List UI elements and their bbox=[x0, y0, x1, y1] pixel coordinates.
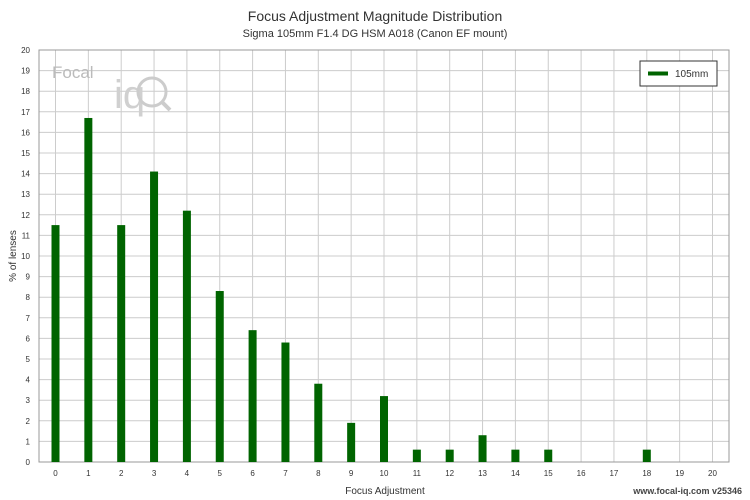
x-tick-label: 20 bbox=[708, 469, 717, 478]
x-tick-label: 2 bbox=[119, 469, 124, 478]
y-tick-label: 7 bbox=[26, 314, 31, 323]
y-tick-label: 11 bbox=[22, 231, 31, 240]
x-tick-label: 6 bbox=[250, 469, 255, 478]
bars bbox=[51, 117, 651, 463]
bar bbox=[248, 330, 257, 462]
x-axis-label: Focus Adjustment bbox=[345, 486, 425, 497]
bar bbox=[215, 291, 224, 462]
y-tick-label: 4 bbox=[26, 376, 31, 385]
x-tick-label: 16 bbox=[577, 469, 586, 478]
x-tick-label: 7 bbox=[283, 469, 288, 478]
x-tick-label: 13 bbox=[478, 469, 487, 478]
y-tick-label: 20 bbox=[21, 46, 30, 55]
y-tick-label: 12 bbox=[21, 211, 30, 220]
y-tick-label: 13 bbox=[21, 190, 30, 199]
bar bbox=[642, 449, 651, 462]
x-tick-label: 10 bbox=[380, 469, 389, 478]
x-tick-label: 5 bbox=[218, 469, 223, 478]
y-tick-label: 5 bbox=[26, 355, 31, 364]
bar bbox=[51, 225, 60, 462]
bar bbox=[544, 449, 553, 462]
bar bbox=[380, 396, 388, 462]
y-tick-label: 0 bbox=[26, 458, 31, 467]
site-credit: www.focal-iq.com v25346 bbox=[633, 486, 742, 496]
x-tick-label: 18 bbox=[642, 469, 651, 478]
magnifier-icon bbox=[136, 76, 168, 108]
y-tick-label: 8 bbox=[26, 293, 31, 302]
bar bbox=[445, 449, 454, 462]
magnifier-handle-icon bbox=[160, 100, 172, 112]
y-tick-label: 18 bbox=[21, 87, 30, 96]
bar bbox=[150, 171, 159, 463]
x-tick-label: 0 bbox=[53, 469, 58, 478]
y-tick-label: 6 bbox=[26, 334, 31, 343]
x-tick-label: 9 bbox=[349, 469, 354, 478]
bar bbox=[347, 422, 356, 462]
x-tick-label: 14 bbox=[511, 469, 520, 478]
x-tick-label: 4 bbox=[185, 469, 190, 478]
x-tick-label: 19 bbox=[675, 469, 684, 478]
legend-label: 105mm bbox=[675, 69, 708, 80]
y-axis-label: % of lenses bbox=[8, 230, 19, 282]
x-tick-label: 12 bbox=[445, 469, 454, 478]
bar bbox=[117, 225, 126, 462]
y-tick-label: 19 bbox=[21, 67, 30, 76]
y-tick-label: 17 bbox=[21, 108, 30, 117]
y-tick-label: 9 bbox=[26, 273, 31, 282]
chart-title: Focus Adjustment Magnitude Distribution bbox=[247, 8, 503, 24]
legend: 105mm bbox=[639, 60, 718, 87]
bar bbox=[182, 210, 191, 462]
y-tick-label: 14 bbox=[21, 170, 30, 179]
y-tick-label: 16 bbox=[21, 128, 30, 137]
bar bbox=[281, 342, 290, 462]
y-tick-label: 3 bbox=[26, 396, 31, 405]
x-tick-label: 15 bbox=[544, 469, 553, 478]
x-tick-label: 1 bbox=[86, 469, 91, 478]
bar bbox=[314, 383, 323, 462]
logo-text-focal: Focal bbox=[52, 63, 94, 82]
y-tick-label: 2 bbox=[26, 417, 31, 426]
x-tick-label: 17 bbox=[609, 469, 618, 478]
y-tick-label: 15 bbox=[21, 149, 30, 158]
y-tick-label: 10 bbox=[21, 252, 30, 261]
bar bbox=[511, 449, 520, 462]
bar bbox=[412, 449, 421, 462]
x-tick-label: 11 bbox=[413, 469, 422, 478]
focal-iq-logo: Focal iq bbox=[52, 63, 172, 117]
chart-subtitle: Sigma 105mm F1.4 DG HSM A018 (Canon EF m… bbox=[242, 28, 508, 40]
y-tick-label: 1 bbox=[26, 437, 31, 446]
x-tick-label: 8 bbox=[316, 469, 321, 478]
logo-text-iq: iq bbox=[114, 73, 145, 117]
bar bbox=[478, 435, 487, 462]
x-tick-label: 3 bbox=[152, 469, 157, 478]
bar bbox=[84, 117, 93, 462]
